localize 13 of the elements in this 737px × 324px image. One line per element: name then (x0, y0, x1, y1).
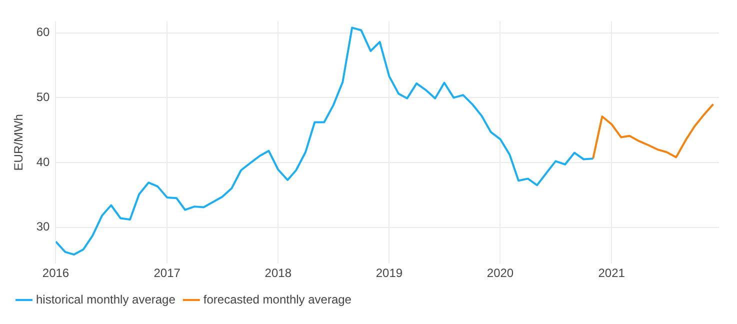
y-tick-label: 60 (36, 25, 50, 40)
x-tick-label: 2020 (486, 266, 514, 280)
y-tick-label: 30 (36, 220, 50, 234)
x-tick-label: 2019 (376, 266, 403, 280)
y-axis-title: EUR/MWh (12, 114, 26, 171)
x-tick-label: 2016 (42, 266, 70, 280)
y-tick-label: 50 (36, 90, 50, 104)
y-tick-label: 40 (36, 154, 50, 169)
x-tick-label: 2017 (154, 266, 181, 280)
x-tick-label: 2021 (598, 266, 626, 280)
x-tick-label: 2018 (264, 266, 292, 280)
legend-label: forecasted monthly average (203, 292, 352, 306)
legend-label: historical monthly average (36, 292, 176, 306)
